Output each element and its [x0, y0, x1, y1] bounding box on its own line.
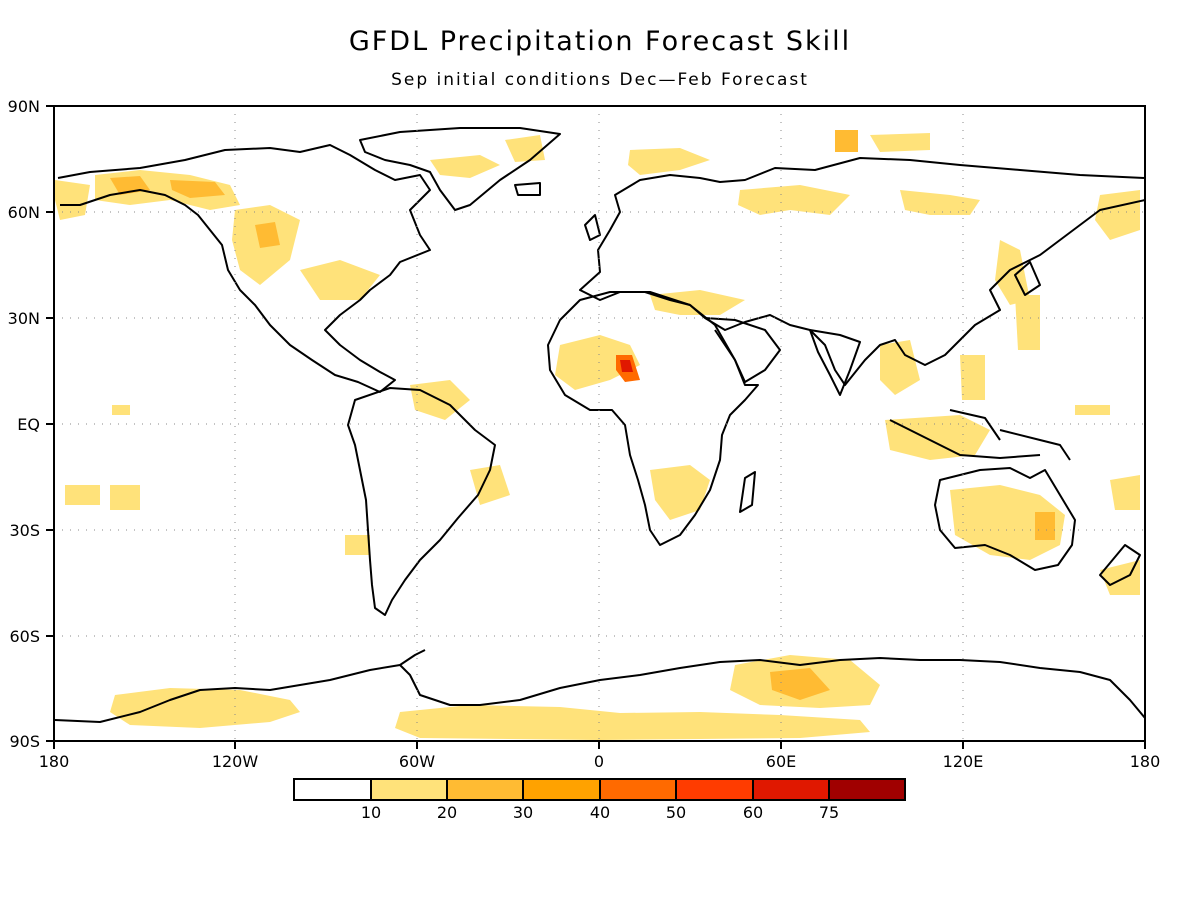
legend-colorbar [293, 778, 906, 801]
legend-box-5 [675, 778, 754, 801]
legend-label-75: 75 [819, 803, 839, 822]
lat-label-60n: 60N [8, 203, 40, 222]
legend-box-7 [828, 778, 906, 801]
map-subtitle: Sep initial conditions Dec—Feb Forecast [391, 70, 809, 90]
lon-label-60w: 60W [399, 752, 435, 771]
legend-labels: 10 20 30 40 50 60 75 [361, 803, 839, 822]
legend-label-30: 30 [513, 803, 533, 822]
axis-ticks [46, 105, 1146, 749]
legend-label-20: 20 [437, 803, 457, 822]
map-title: GFDL Precipitation Forecast Skill [348, 26, 852, 57]
legend-box-6 [752, 778, 830, 801]
skill-shading-peak [616, 355, 640, 382]
lat-label-60s: 60S [9, 627, 40, 646]
legend-box-2 [446, 778, 524, 801]
lon-label-120e: 120E [943, 752, 984, 771]
lon-label-180e: 180 [1130, 752, 1161, 771]
legend-box-1 [370, 778, 448, 801]
lat-label-90n: 90N [8, 97, 40, 116]
lon-labels: 180 120W 60W 0 60E 120E 180 [39, 752, 1161, 771]
lat-label-30n: 30N [8, 309, 40, 328]
lat-label-90s: 90S [9, 732, 40, 751]
lon-label-60e: 60E [766, 752, 796, 771]
legend-box-3 [522, 778, 601, 801]
skill-shading-high [110, 130, 1055, 700]
coastlines [54, 127, 1146, 723]
lon-label-120w: 120W [212, 752, 259, 771]
lat-label-30s: 30S [9, 521, 40, 540]
lat-label-eq: EQ [17, 415, 40, 434]
legend-label-60: 60 [743, 803, 763, 822]
legend-label-50: 50 [666, 803, 686, 822]
legend-label-10: 10 [361, 803, 381, 822]
legend-label-40: 40 [590, 803, 610, 822]
lat-labels: 90N 60N 30N EQ 30S 60S 90S [8, 97, 40, 751]
legend-box-0 [293, 778, 372, 801]
lon-label-180w: 180 [39, 752, 70, 771]
lon-label-0: 0 [594, 752, 604, 771]
legend-box-4 [599, 778, 677, 801]
